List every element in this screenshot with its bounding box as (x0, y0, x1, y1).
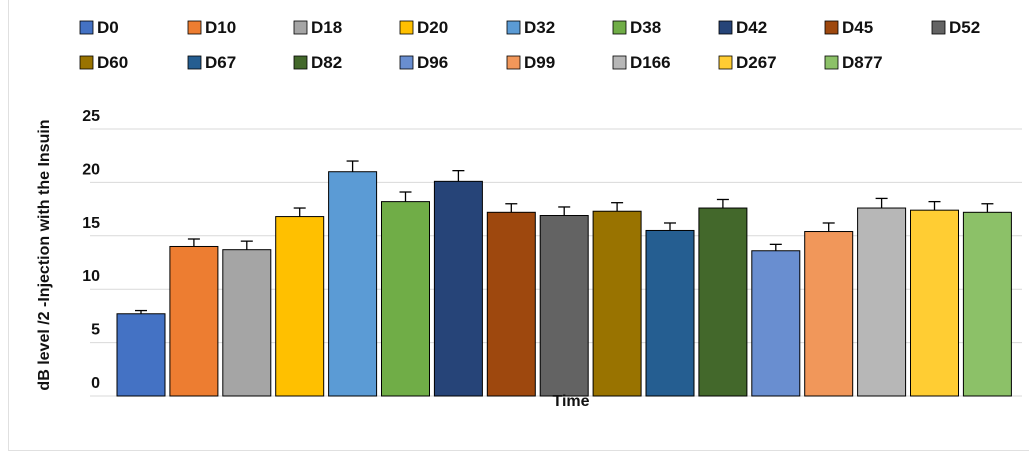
legend-swatch (612, 20, 627, 35)
legend-label: D18 (311, 18, 342, 37)
legend-item-d42: D42 (718, 18, 767, 37)
legend-swatch (187, 20, 202, 35)
legend-swatch (399, 20, 414, 35)
legend-label: D10 (205, 18, 236, 37)
legend-swatch (931, 20, 946, 35)
bar-d99 (804, 231, 854, 397)
bar-d877 (962, 211, 1012, 397)
legend-swatch (612, 55, 627, 70)
y-tick-label: 0 (91, 375, 100, 392)
legend-item-d18: D18 (293, 18, 342, 37)
legend-label: D96 (417, 53, 448, 72)
y-tick-label: 25 (82, 108, 100, 125)
legend-swatch (506, 20, 521, 35)
chart-frame (8, 0, 1029, 451)
legend-item-d32: D32 (506, 18, 555, 37)
bar-d67 (645, 229, 695, 397)
legend-swatch (718, 55, 733, 70)
legend-swatch (79, 55, 94, 70)
bar-d96 (751, 250, 801, 397)
legend-item-d267: D267 (718, 53, 777, 72)
legend-label: D267 (736, 53, 777, 72)
y-tick-label: 15 (82, 215, 100, 232)
y-tick-label: 5 (91, 322, 100, 339)
bar-d52 (539, 215, 589, 397)
bar-d42 (433, 180, 483, 397)
legend-label: D82 (311, 53, 342, 72)
legend-item-d67: D67 (187, 53, 236, 72)
legend-swatch (824, 55, 839, 70)
legend-item-d10: D10 (187, 18, 236, 37)
legend-swatch (399, 55, 414, 70)
legend-swatch (293, 20, 308, 35)
legend-label: D32 (524, 18, 555, 37)
legend-label: D52 (949, 18, 980, 37)
bar-d38 (381, 201, 430, 397)
legend-swatch (79, 20, 94, 35)
bar-d0 (116, 313, 166, 397)
legend-label: D20 (417, 18, 448, 37)
bar-d45 (486, 211, 536, 397)
legend-label: D45 (842, 18, 873, 37)
y-tick-labels: 0 5 10 15 20 25 (82, 108, 100, 392)
y-axis-title: dB level /2 -Injection with the Insuin (36, 119, 53, 390)
legend-item-d99: D99 (506, 53, 555, 72)
y-tick-label: 20 (82, 161, 100, 178)
bars (116, 171, 1012, 397)
legend-item-d0: D0 (79, 18, 119, 37)
bar-d82 (698, 207, 748, 397)
legend-item-d82: D82 (293, 53, 342, 72)
legend: D0 D10 D18 D20 D32 D38 D42 D45 D52 D60 D67 D82 D96 D9… (79, 18, 980, 72)
legend-item-d60: D60 (79, 53, 128, 72)
legend-label: D99 (524, 53, 555, 72)
bar-d18 (222, 249, 272, 397)
legend-swatch (824, 20, 839, 35)
legend-label: D166 (630, 53, 671, 72)
legend-item-d52: D52 (931, 18, 980, 37)
legend-label: D60 (97, 53, 128, 72)
bar-d10 (169, 245, 219, 397)
legend-label: D38 (630, 18, 661, 37)
legend-item-d38: D38 (612, 18, 661, 37)
legend-item-d96: D96 (399, 53, 448, 72)
legend-item-d20: D20 (399, 18, 448, 37)
legend-item-d877: D877 (824, 53, 883, 72)
y-tick-label: 10 (82, 268, 100, 285)
bar-d60 (592, 210, 642, 397)
bar-d267 (910, 209, 959, 397)
bar-d32 (328, 171, 378, 397)
legend-swatch (506, 55, 521, 70)
legend-label: D67 (205, 53, 236, 72)
legend-label: D0 (97, 18, 119, 37)
legend-swatch (718, 20, 733, 35)
legend-item-d166: D166 (612, 53, 671, 72)
legend-swatch (187, 55, 202, 70)
legend-item-d45: D45 (824, 18, 873, 37)
bar-d166 (857, 207, 907, 397)
bar-d20 (275, 216, 325, 397)
error-bars (135, 160, 994, 314)
legend-swatch (293, 55, 308, 70)
x-axis-title: Time (552, 393, 589, 410)
legend-label: D42 (736, 18, 767, 37)
legend-label: D877 (842, 53, 883, 72)
